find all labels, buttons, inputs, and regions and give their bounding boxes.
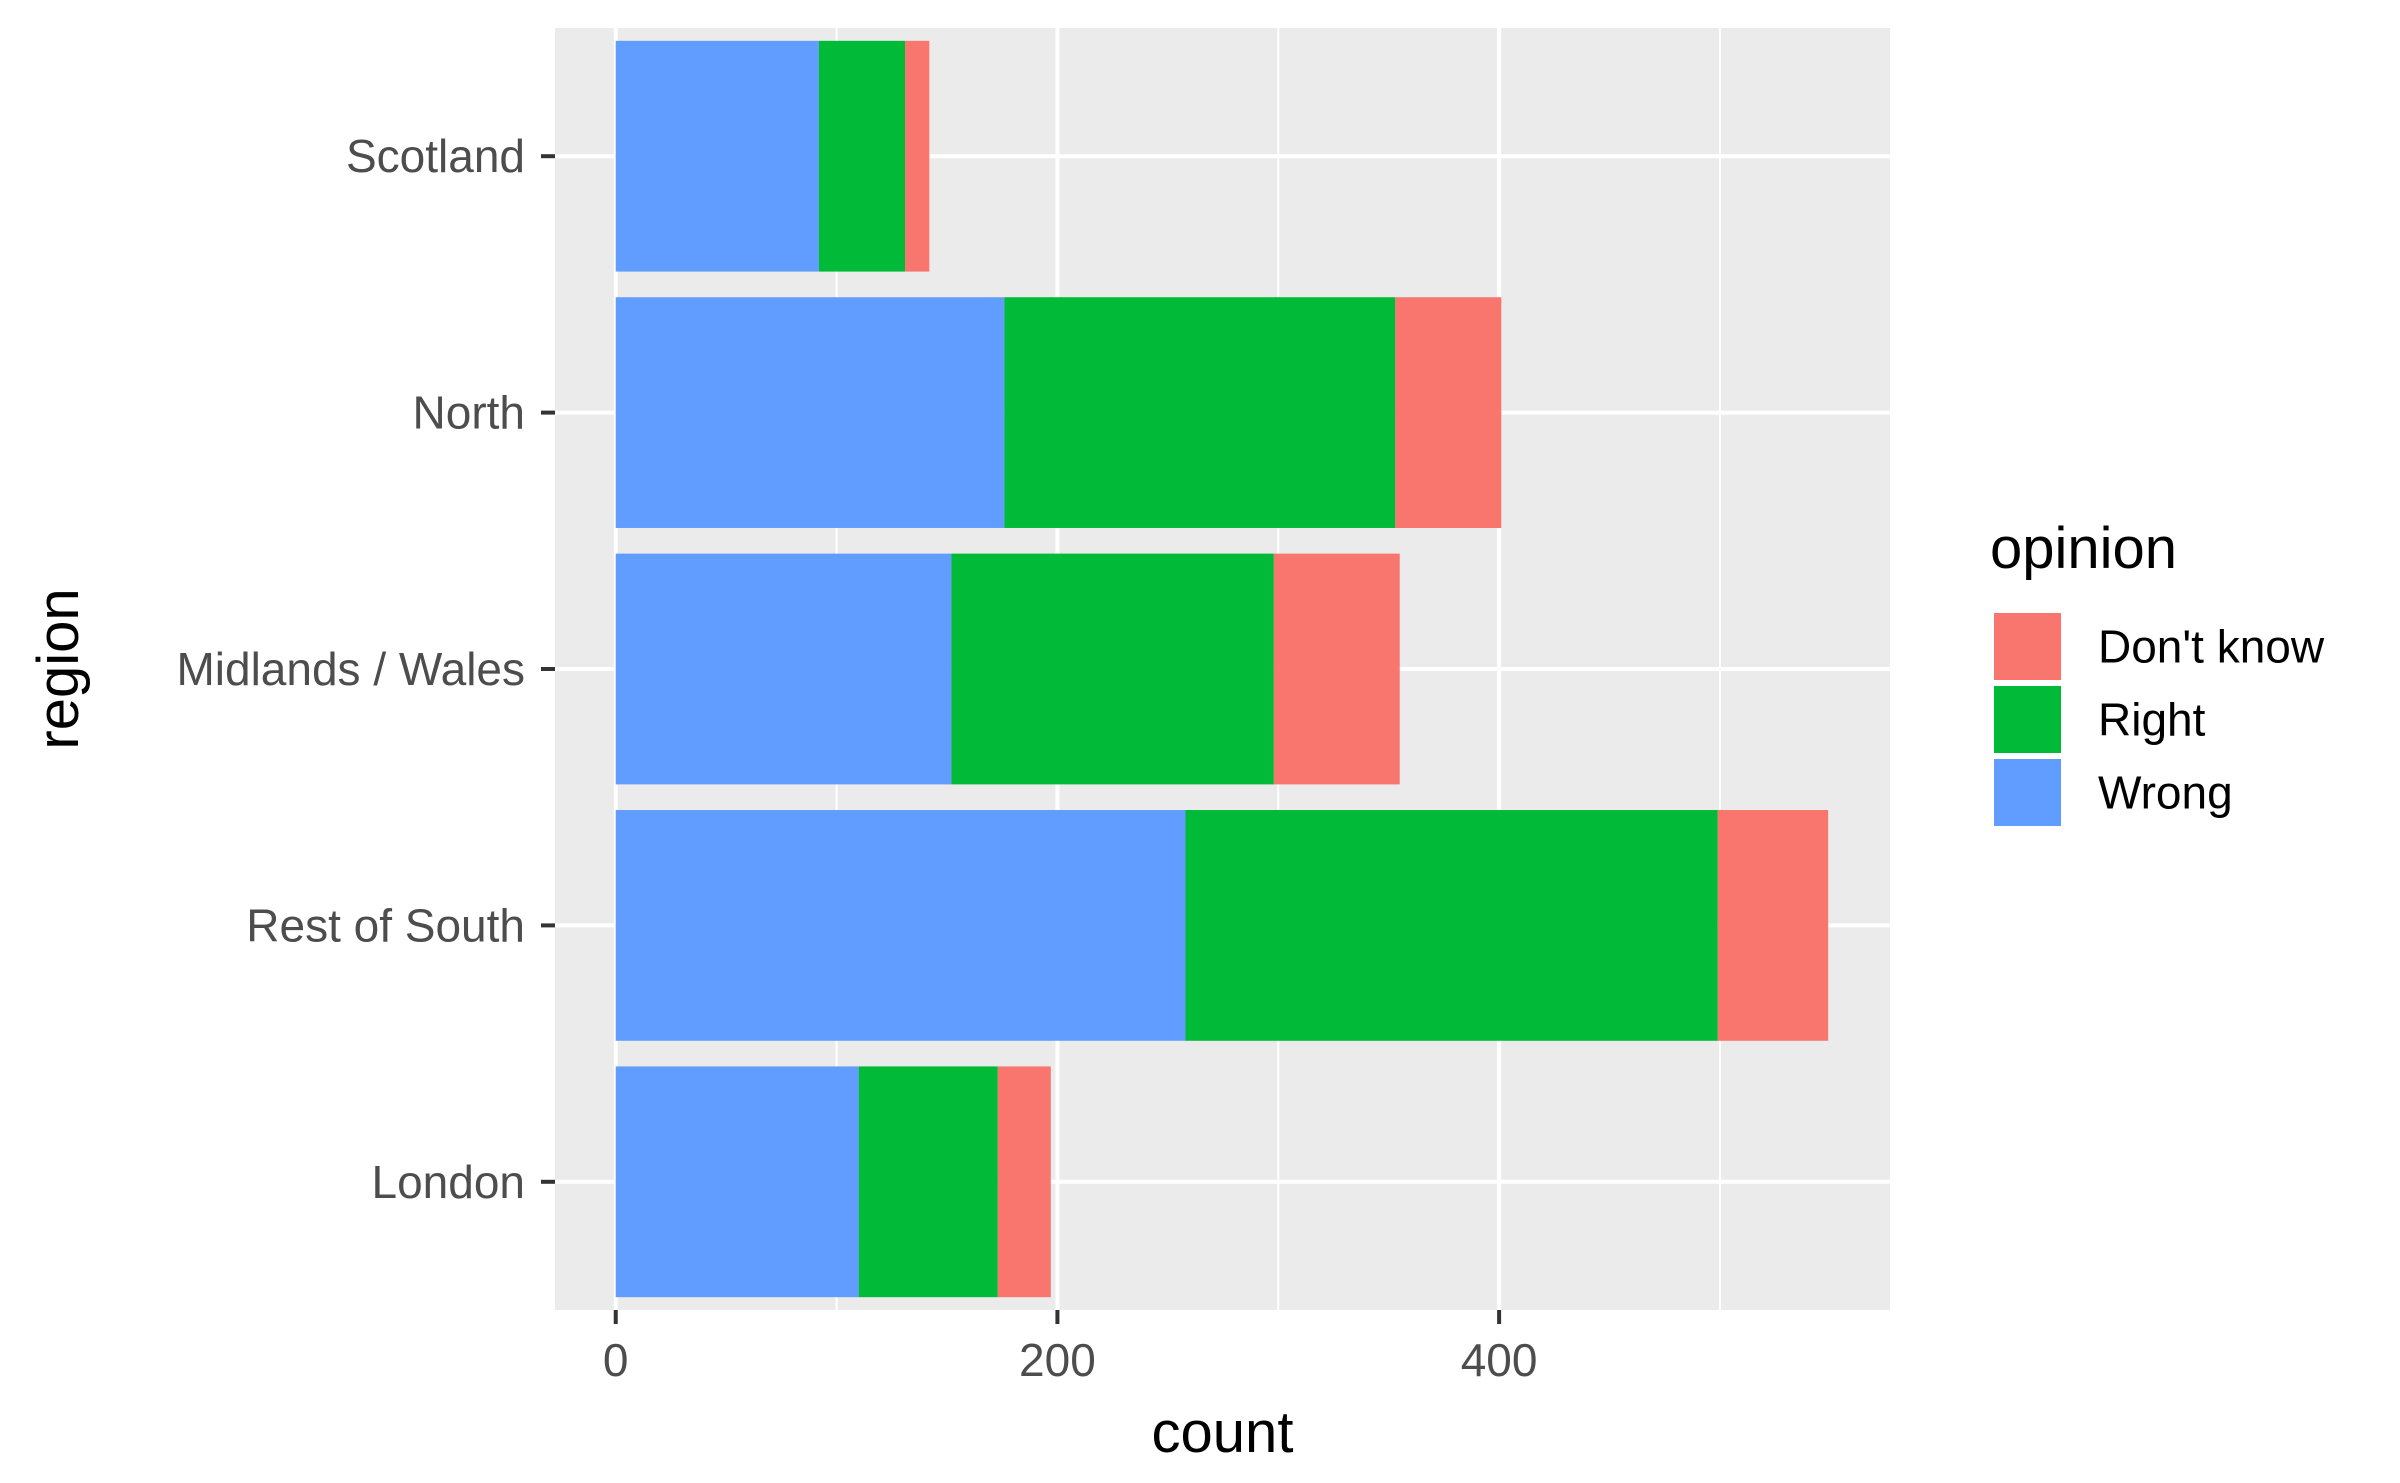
legend: opinion Don't know Right Wrong bbox=[1990, 516, 2325, 828]
y-tick-label-london: London bbox=[372, 1156, 526, 1208]
bar-scotland-wrong bbox=[615, 40, 819, 272]
y-axis: London Rest of South Midlands / Wales North… bbox=[176, 130, 555, 1208]
y-axis-title: region bbox=[26, 588, 91, 749]
bar-rest-of-south-right bbox=[1185, 810, 1718, 1041]
x-tick-label: 400 bbox=[1461, 1334, 1538, 1386]
bar-north-wrong bbox=[615, 297, 1005, 528]
bar-midlands-wales-wrong bbox=[615, 553, 952, 785]
bar-midlands-wales-right bbox=[951, 553, 1274, 785]
bar-scotland-don-t-know bbox=[905, 40, 930, 272]
legend-title: opinion bbox=[1990, 516, 2177, 581]
x-tick-label: 200 bbox=[1019, 1334, 1096, 1386]
bar-rest-of-south-wrong bbox=[615, 810, 1186, 1041]
legend-items: Don't know Right Wrong bbox=[1992, 611, 2325, 828]
bar-north-right bbox=[1004, 297, 1396, 528]
bar-segments bbox=[615, 40, 1829, 1298]
legend-key-right bbox=[1992, 684, 2063, 755]
x-tick-label: 0 bbox=[603, 1334, 629, 1386]
legend-label-don-t-know: Don't know bbox=[2098, 621, 2325, 673]
legend-label-right: Right bbox=[2098, 694, 2206, 746]
bar-north-don-t-know bbox=[1395, 297, 1502, 528]
bar-scotland-right bbox=[818, 40, 906, 272]
bar-london-right bbox=[858, 1066, 998, 1298]
y-tick-label-scotland: Scotland bbox=[346, 130, 525, 182]
legend-key-wrong bbox=[1992, 757, 2063, 828]
y-tick-label-north: North bbox=[413, 387, 525, 439]
legend-key-don-t-know bbox=[1992, 611, 2063, 682]
y-tick-label-midlands-wales: Midlands / Wales bbox=[176, 643, 525, 695]
bar-london-don-t-know bbox=[997, 1066, 1051, 1298]
bar-london-wrong bbox=[615, 1066, 859, 1298]
bar-midlands-wales-don-t-know bbox=[1273, 553, 1400, 785]
bar-rest-of-south-don-t-know bbox=[1717, 810, 1829, 1041]
x-axis-title: count bbox=[1152, 1400, 1294, 1465]
y-tick-label-rest-of-south: Rest of South bbox=[246, 899, 525, 951]
x-axis: 0 200 400 bbox=[603, 1310, 1538, 1386]
legend-label-wrong: Wrong bbox=[2098, 767, 2233, 819]
